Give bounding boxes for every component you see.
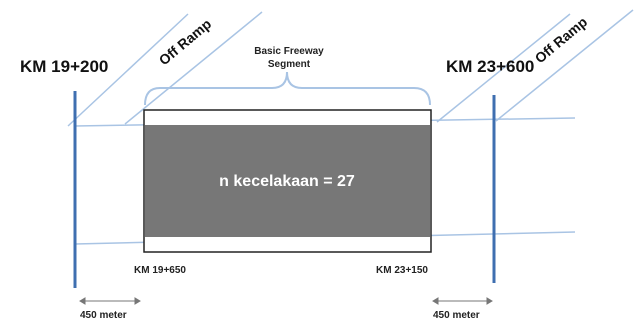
left-distance-arrow [79, 297, 141, 305]
right-ramp-line-inner [436, 13, 571, 123]
left-off-ramp-label: Off Ramp [156, 16, 215, 69]
segment-fill [145, 125, 430, 237]
left-km-label: KM 19+200 [20, 57, 108, 76]
right-distance-arrow [432, 297, 493, 305]
left-off-ramp [67, 11, 263, 127]
segment-title-line1: Basic Freeway [254, 46, 324, 57]
right-km-label: KM 23+600 [446, 57, 534, 76]
right-distance-label: 450 meter [433, 310, 480, 321]
left-distance-label: 450 meter [80, 310, 127, 321]
right-ramp-line-outer [495, 9, 634, 122]
segment-bracket [144, 71, 431, 106]
segment-center-text: n kecelakaan = 27 [219, 173, 355, 190]
segment-end-km: KM 23+150 [376, 265, 428, 276]
left-ramp-line-inner [124, 11, 263, 125]
left-ramp-line-outer [67, 13, 189, 127]
segment-title-line2: Segment [268, 59, 311, 70]
right-off-ramp [436, 9, 634, 123]
segment-start-km: KM 19+650 [134, 265, 186, 276]
